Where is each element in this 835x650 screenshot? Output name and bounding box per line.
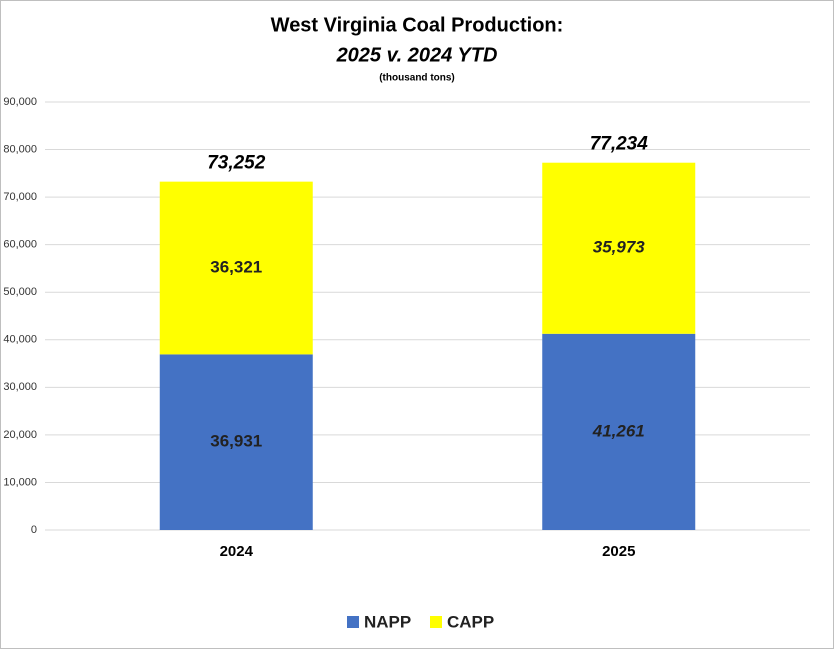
data-label: 41,261	[592, 421, 645, 440]
data-label: 36,321	[210, 257, 262, 276]
bar-segment	[159, 181, 313, 355]
bar-segment	[542, 162, 696, 334]
x-tick-label: 2024	[220, 543, 254, 560]
data-label: 35,973	[593, 238, 646, 257]
legend-swatch	[347, 616, 359, 628]
x-tick-label: 2025	[602, 543, 635, 560]
y-tick-label: 30,000	[3, 381, 37, 393]
legend-label: NAPP	[364, 612, 411, 631]
y-tick-label: 50,000	[3, 286, 37, 298]
y-tick-label: 70,000	[3, 191, 37, 203]
y-tick-label: 90,000	[3, 96, 37, 108]
y-tick-label: 40,000	[3, 334, 37, 346]
y-tick-label: 10,000	[3, 476, 37, 488]
bar-segment	[542, 333, 696, 530]
y-tick-label: 80,000	[3, 143, 37, 155]
total-label: 77,234	[590, 134, 649, 155]
y-tick-label: 0	[31, 524, 37, 536]
legend-label: CAPP	[447, 612, 494, 631]
units-note: (thousand tons)	[379, 73, 455, 84]
chart-title: West Virginia Coal Production:	[271, 14, 564, 36]
y-tick-label: 20,000	[3, 429, 37, 441]
y-tick-label: 60,000	[3, 239, 37, 251]
data-label: 36,931	[210, 432, 262, 451]
bar-segment	[159, 354, 313, 530]
legend-swatch	[430, 616, 442, 628]
total-label: 73,252	[207, 153, 266, 174]
chart-subtitle: 2025 v. 2024 YTD	[336, 44, 498, 66]
